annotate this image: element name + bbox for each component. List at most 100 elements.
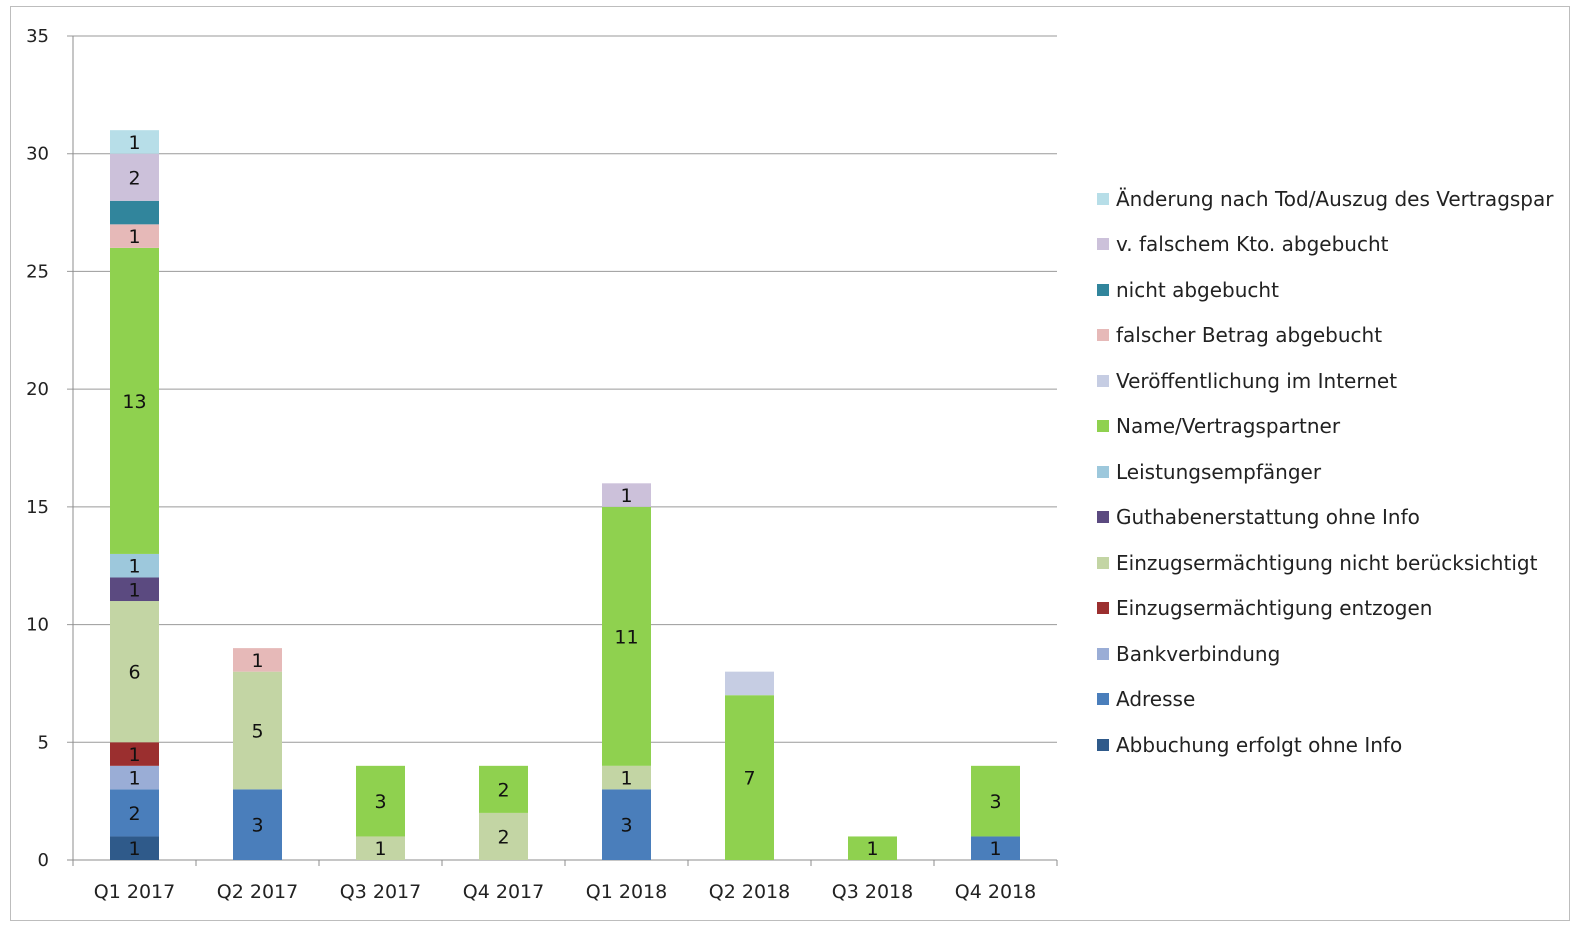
data-label: 1 — [128, 768, 140, 790]
data-label: 13 — [122, 391, 146, 413]
legend-swatch — [1097, 602, 1109, 615]
bar-segment — [356, 765, 405, 837]
data-label: 1 — [620, 485, 632, 507]
bar-segment — [479, 812, 528, 860]
data-label: 3 — [374, 791, 386, 813]
legend-swatch — [1097, 238, 1109, 251]
y-tick-label: 5 — [38, 732, 49, 753]
data-label: 1 — [128, 556, 140, 578]
legend-label: Einzugsermächtigung entzogen — [1116, 596, 1433, 621]
x-tick-label: Q2 2017 — [217, 881, 298, 903]
legend-label: Guthabenerstattung ohne Info — [1116, 505, 1420, 530]
y-tick-label: 10 — [26, 615, 49, 636]
bar-segment — [110, 224, 159, 248]
bar-segment — [110, 836, 159, 860]
bar-segment — [233, 671, 282, 790]
legend-swatch — [1097, 511, 1109, 524]
legend-item: Leistungsempfänger — [1097, 449, 1567, 495]
x-tick-label: Q3 2017 — [340, 881, 421, 903]
data-label: 1 — [128, 579, 140, 601]
legend-swatch — [1097, 192, 1109, 205]
bar-segment — [602, 506, 651, 766]
legend-label: Name/Vertragspartner — [1116, 414, 1341, 439]
bar-segment — [110, 553, 159, 578]
data-label: 2 — [497, 826, 509, 848]
bar-segment — [233, 648, 282, 672]
legend-item: Einzugsermächtigung entzogen — [1097, 586, 1567, 632]
data-label: 5 — [251, 721, 263, 743]
legend-item: Guthabenerstattung ohne Info — [1097, 495, 1567, 541]
legend-label: Veröffentlichung im Internet — [1116, 368, 1398, 393]
y-tick-label: 0 — [38, 850, 49, 871]
y-tick-label: 15 — [26, 497, 49, 518]
data-label: 3 — [620, 815, 632, 837]
legend-label: v. falschem Kto. abgebucht — [1116, 232, 1389, 257]
x-tick-label: Q4 2017 — [463, 881, 544, 903]
legend-swatch — [1097, 556, 1109, 569]
legend-label: Adresse — [1116, 687, 1196, 712]
x-tick-label: Q4 2018 — [955, 881, 1036, 903]
legend-swatch — [1097, 329, 1109, 342]
bar-segment — [110, 200, 159, 225]
x-tick-label: Q1 2017 — [94, 881, 175, 903]
bar-segment — [971, 765, 1020, 837]
bar-segment — [602, 483, 651, 507]
legend-item: Name/Vertragspartner — [1097, 404, 1567, 450]
legend-label: Änderung nach Tod/Auszug des Vertragspar — [1116, 186, 1554, 211]
data-label: 1 — [620, 768, 632, 790]
bar-segment — [848, 836, 897, 860]
y-tick-label: 25 — [26, 261, 49, 282]
bar-segment — [602, 765, 651, 790]
legend-swatch — [1097, 693, 1109, 706]
data-label: 3 — [251, 815, 263, 837]
legend-swatch — [1097, 374, 1109, 387]
bar-segment — [110, 577, 159, 602]
legend-swatch — [1097, 283, 1109, 296]
data-label: 1 — [128, 838, 140, 860]
bar-segment — [110, 153, 159, 201]
data-label: 11 — [614, 626, 638, 648]
legend-label: Abbuchung erfolgt ohne Info — [1116, 732, 1403, 757]
legend-label: nicht abgebucht — [1116, 277, 1279, 302]
bar-segment — [233, 789, 282, 860]
legend-item: Einzugsermächtigung nicht berücksichtigt — [1097, 540, 1567, 586]
data-label: 6 — [128, 662, 140, 684]
bar-segment — [725, 695, 774, 860]
legend-item: Veröffentlichung im Internet — [1097, 358, 1567, 404]
bar-segment — [479, 765, 528, 813]
data-label: 1 — [989, 838, 1001, 860]
bar-segment — [110, 601, 159, 743]
data-label: 1 — [128, 226, 140, 248]
data-label: 1 — [128, 132, 140, 154]
data-label: 3 — [989, 791, 1001, 813]
data-label: 2 — [128, 803, 140, 825]
legend-item: Änderung nach Tod/Auszug des Vertragspar — [1097, 176, 1567, 222]
chart-frame — [10, 6, 1570, 921]
y-tick-label: 20 — [26, 379, 49, 400]
legend-item: nicht abgebucht — [1097, 267, 1567, 313]
bar-segment — [110, 130, 159, 154]
data-label: 2 — [128, 167, 140, 189]
data-label: 1 — [374, 838, 386, 860]
bar-segment — [725, 671, 774, 696]
legend-swatch — [1097, 420, 1109, 433]
legend-swatch — [1097, 465, 1109, 478]
bar-segment — [971, 836, 1020, 860]
legend-item: falscher Betrag abgebucht — [1097, 313, 1567, 359]
legend-item: Adresse — [1097, 677, 1567, 723]
legend-label: Bankverbindung — [1116, 641, 1281, 666]
bar-segment — [110, 789, 159, 837]
legend-item: v. falschem Kto. abgebucht — [1097, 222, 1567, 268]
bar-segment — [110, 742, 159, 766]
legend-swatch — [1097, 738, 1109, 751]
data-label: 2 — [497, 779, 509, 801]
y-tick-label: 35 — [26, 26, 49, 47]
x-tick-label: Q1 2018 — [586, 881, 667, 903]
x-tick-label: Q3 2018 — [832, 881, 913, 903]
legend-label: Einzugsermächtigung nicht berücksichtigt — [1116, 550, 1538, 575]
x-tick-label: Q2 2018 — [709, 881, 790, 903]
chart-legend: Änderung nach Tod/Auszug des Vertragspar… — [1097, 176, 1567, 768]
bar-segment — [356, 836, 405, 860]
data-label: 1 — [251, 650, 263, 672]
